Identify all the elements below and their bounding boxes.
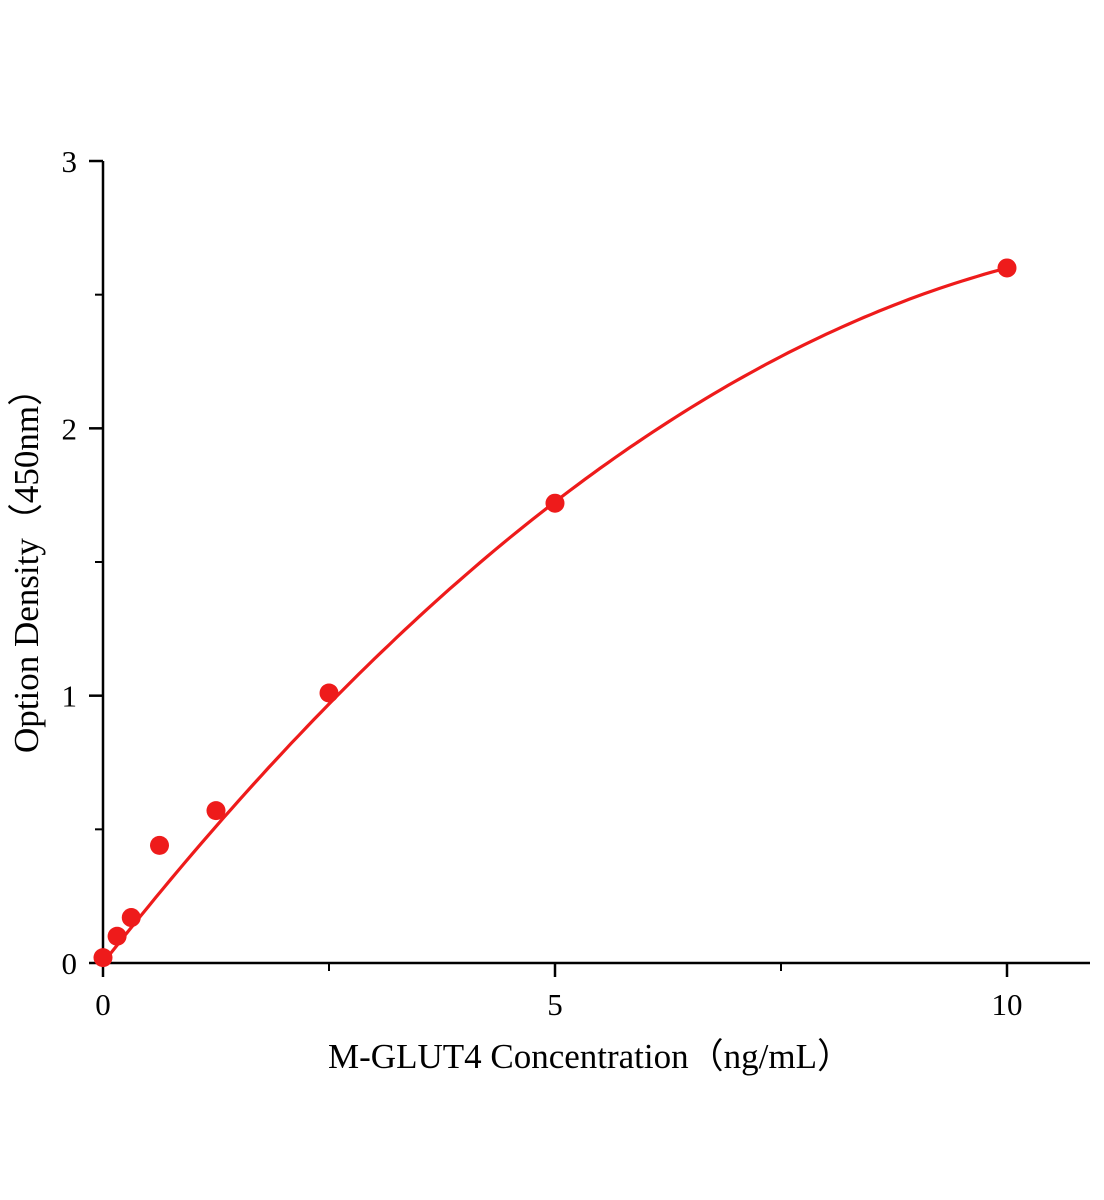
x-tick-label: 10 xyxy=(992,987,1023,1022)
y-tick-label: 1 xyxy=(62,679,78,714)
y-tick-label: 0 xyxy=(62,946,78,981)
axes xyxy=(89,159,1090,977)
data-point-marker xyxy=(93,948,113,968)
data-point-marker xyxy=(150,835,169,855)
data-point-marker xyxy=(206,801,226,821)
y-tick-label: 2 xyxy=(62,411,78,446)
fit-curve xyxy=(101,266,1009,965)
axis-labels: 0 5 10 0 1 2 3 M-GLUT4 Concentration（ng/mL） Opti… xyxy=(7,144,1023,1076)
data-points xyxy=(93,258,1017,968)
x-tick-label: 5 xyxy=(547,987,563,1022)
x-axis-title: M-GLUT4 Concentration（ng/mL） xyxy=(328,1037,852,1076)
data-point-marker xyxy=(319,683,339,703)
y-axis-title: Option Density（450nm） xyxy=(7,371,46,753)
y-tick-label: 3 xyxy=(62,144,78,179)
standard-curve-line xyxy=(101,266,1009,965)
data-point-marker xyxy=(107,926,127,946)
data-point-marker xyxy=(545,493,565,513)
x-tick-label: 0 xyxy=(95,987,111,1022)
data-point-marker xyxy=(121,908,141,928)
data-point-marker xyxy=(997,258,1017,278)
